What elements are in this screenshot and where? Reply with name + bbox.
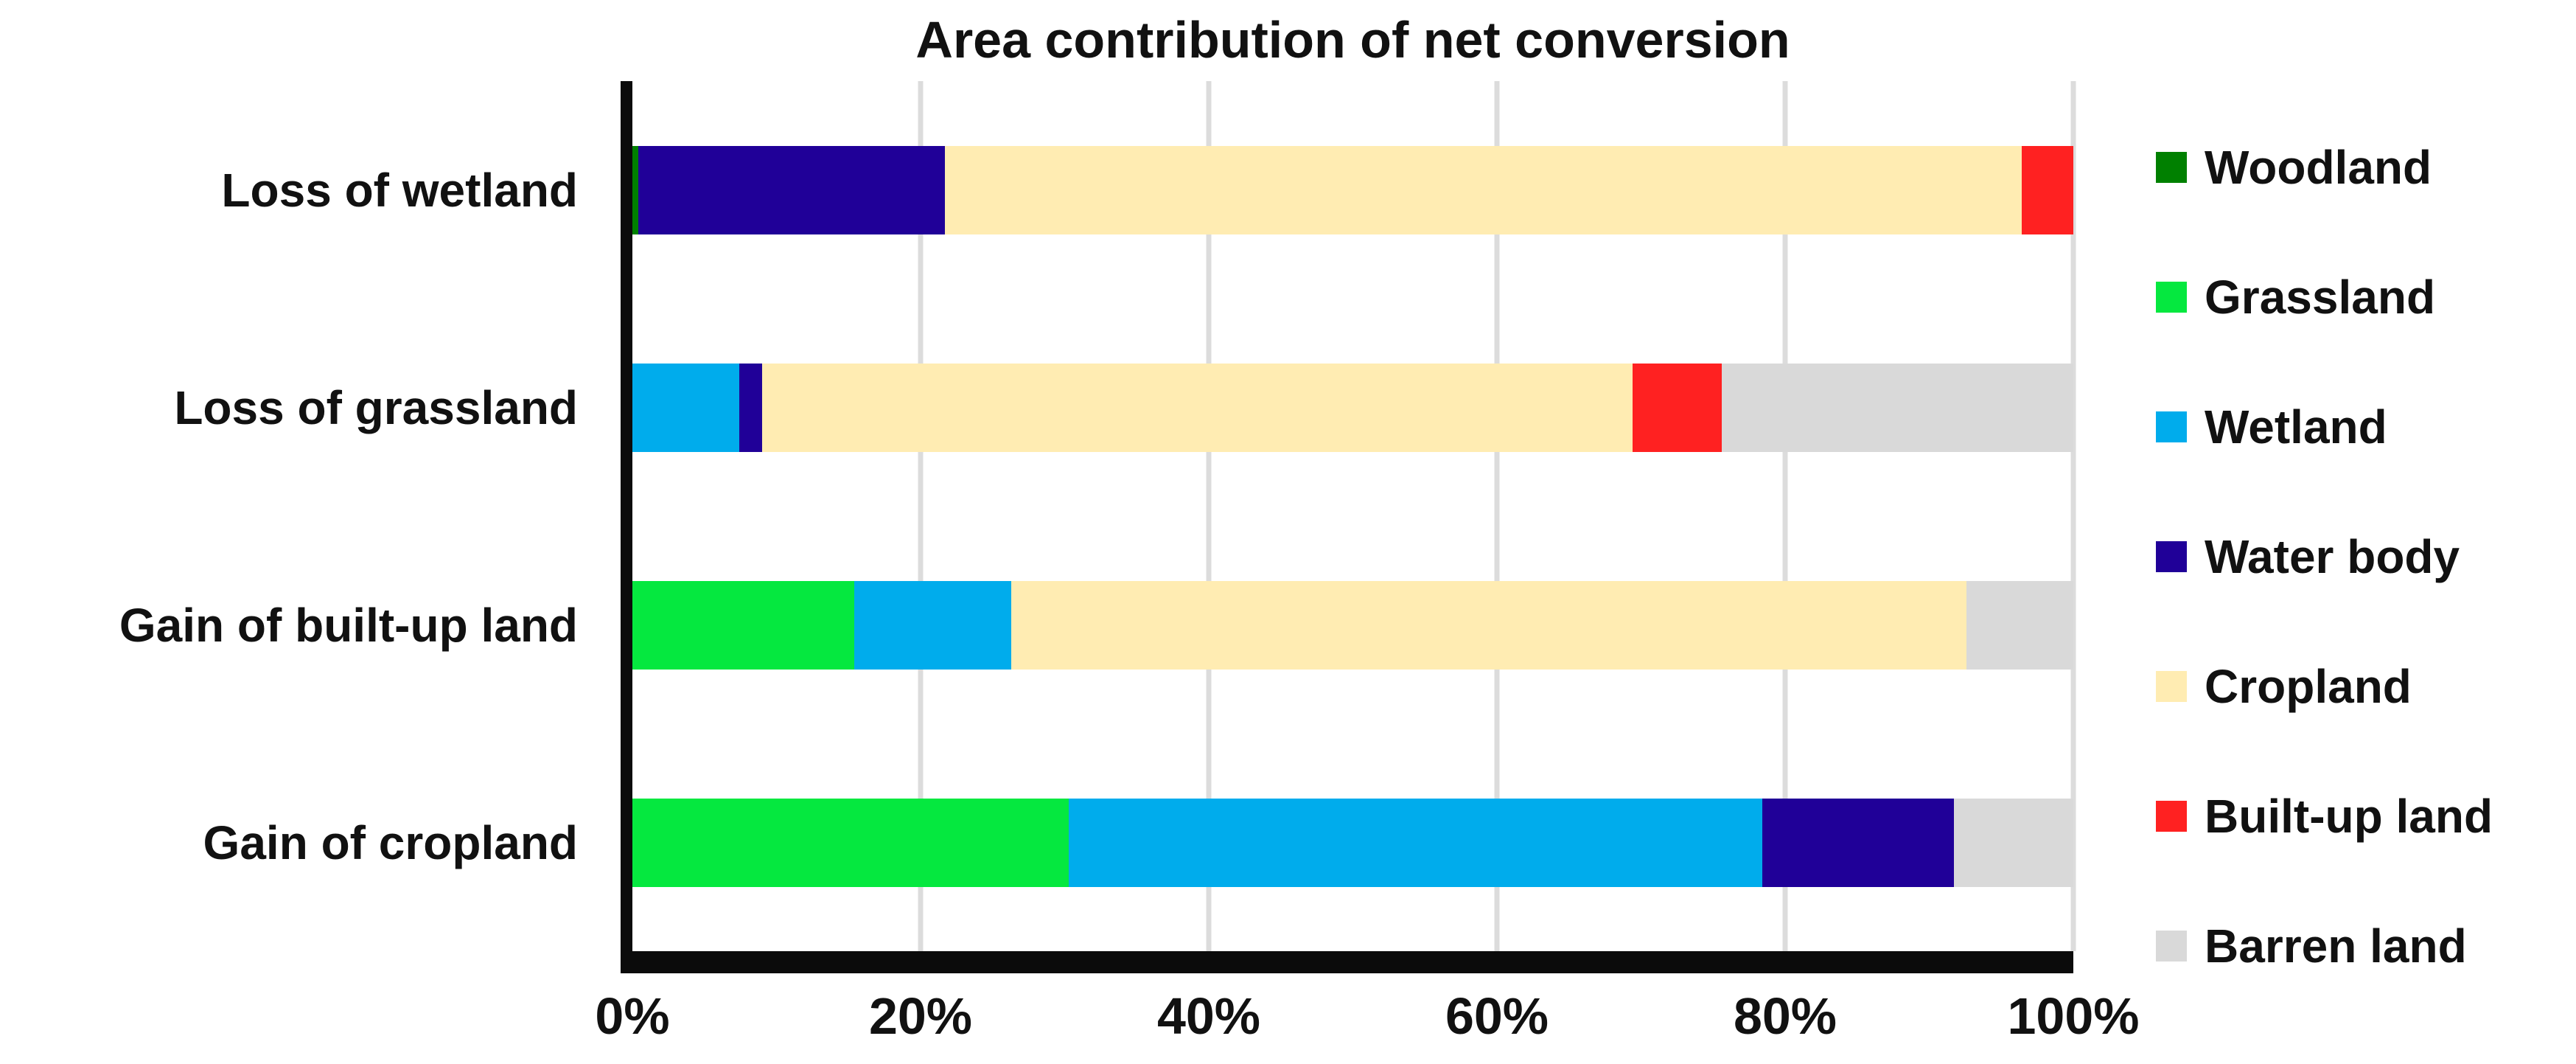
bar-row-gain-of-built-up-land [632, 516, 2073, 734]
legend-swatch-water-body [2156, 541, 2187, 572]
legend-label-built-up-land: Built-up land [2205, 790, 2493, 843]
legend-item-wetland: Wetland [2156, 400, 2493, 454]
stacked-bar-gain-of-built-up-land [632, 580, 2073, 670]
y-axis-line [621, 81, 632, 973]
bar-rows [632, 81, 2073, 951]
category-label-gain-of-cropland: Gain of cropland [203, 816, 578, 869]
bar-segment-water-body [739, 363, 762, 452]
bar-segment-water-body [1762, 798, 1954, 887]
bar-segment-woodland [632, 145, 638, 234]
x-tick-label-40: 40% [1156, 987, 1261, 1045]
bar-segment-built-up-land [2021, 145, 2073, 234]
gridline-20 [918, 81, 924, 951]
legend-item-cropland: Cropland [2156, 659, 2493, 714]
legend-swatch-built-up-land [2156, 801, 2187, 832]
bar-segment-wetland [632, 363, 739, 452]
legend-label-water-body: Water body [2205, 530, 2460, 583]
bar-row-loss-of-wetland [632, 81, 2073, 299]
gridlines [632, 81, 2076, 951]
category-label-loss-of-wetland: Loss of wetland [221, 163, 578, 217]
legend-swatch-woodland [2156, 152, 2187, 183]
bar-segment-cropland [1011, 580, 1967, 670]
legend-item-woodland: Woodland [2156, 140, 2493, 195]
legend-swatch-cropland [2156, 671, 2187, 702]
gridline-100 [2070, 81, 2076, 951]
gridline-40 [1206, 81, 1212, 951]
x-tick-label-80: 80% [1733, 987, 1837, 1045]
bar-segment-barren-land [1953, 798, 2073, 887]
y-axis-labels: Loss of wetland Loss of grassland Gain of … [0, 81, 624, 951]
stacked-bar-gain-of-cropland [632, 798, 2073, 887]
legend-item-water-body: Water body [2156, 529, 2493, 584]
legend: Woodland Grassland Wetland Water body Cropla… [2156, 140, 2493, 973]
legend-label-woodland: Woodland [2205, 141, 2432, 194]
x-tick-label-60: 60% [1445, 987, 1549, 1045]
bar-row-gain-of-cropland [632, 734, 2073, 951]
plot-area [621, 81, 2076, 973]
x-axis-line [621, 951, 2073, 973]
bar-segment-grassland [632, 798, 1069, 887]
legend-label-grassland: Grassland [2205, 271, 2436, 324]
stacked-bar-loss-of-grassland [632, 363, 2073, 452]
bar-segment-grassland [632, 580, 855, 670]
bar-row-loss-of-grassland [632, 299, 2073, 516]
legend-swatch-barren-land [2156, 931, 2187, 962]
bar-segment-built-up-land [1632, 363, 1722, 452]
gridline-60 [1494, 81, 1500, 951]
legend-swatch-wetland [2156, 411, 2187, 442]
bar-segment-water-body [638, 145, 946, 234]
chart-title: Area contribution of net conversion [915, 11, 1790, 69]
category-label-gain-of-built-up-land: Gain of built-up land [119, 598, 578, 652]
legend-item-grassland: Grassland [2156, 270, 2493, 324]
bar-segment-barren-land [1721, 363, 2073, 452]
bar-segment-cropland [761, 363, 1633, 452]
stacked-bar-loss-of-wetland [632, 145, 2073, 234]
x-tick-label-20: 20% [868, 987, 973, 1045]
legend-label-barren-land: Barren land [2205, 919, 2467, 973]
x-tick-label-100: 100% [2007, 987, 2140, 1045]
legend-swatch-grassland [2156, 282, 2187, 313]
legend-item-barren-land: Barren land [2156, 919, 2493, 973]
bar-segment-barren-land [1966, 580, 2073, 670]
x-axis-ticks: 0% 20% 40% 60% 80% 100% [595, 987, 2139, 1053]
legend-label-cropland: Cropland [2205, 660, 2412, 713]
gridline-80 [1782, 81, 1788, 951]
category-label-loss-of-grassland: Loss of grassland [174, 380, 578, 434]
bar-segment-wetland [1069, 798, 1762, 887]
x-tick-label-0: 0% [595, 987, 670, 1045]
legend-item-built-up-land: Built-up land [2156, 789, 2493, 844]
bar-segment-cropland [945, 145, 2022, 234]
legend-label-wetland: Wetland [2205, 400, 2387, 453]
bar-segment-wetland [854, 580, 1012, 670]
